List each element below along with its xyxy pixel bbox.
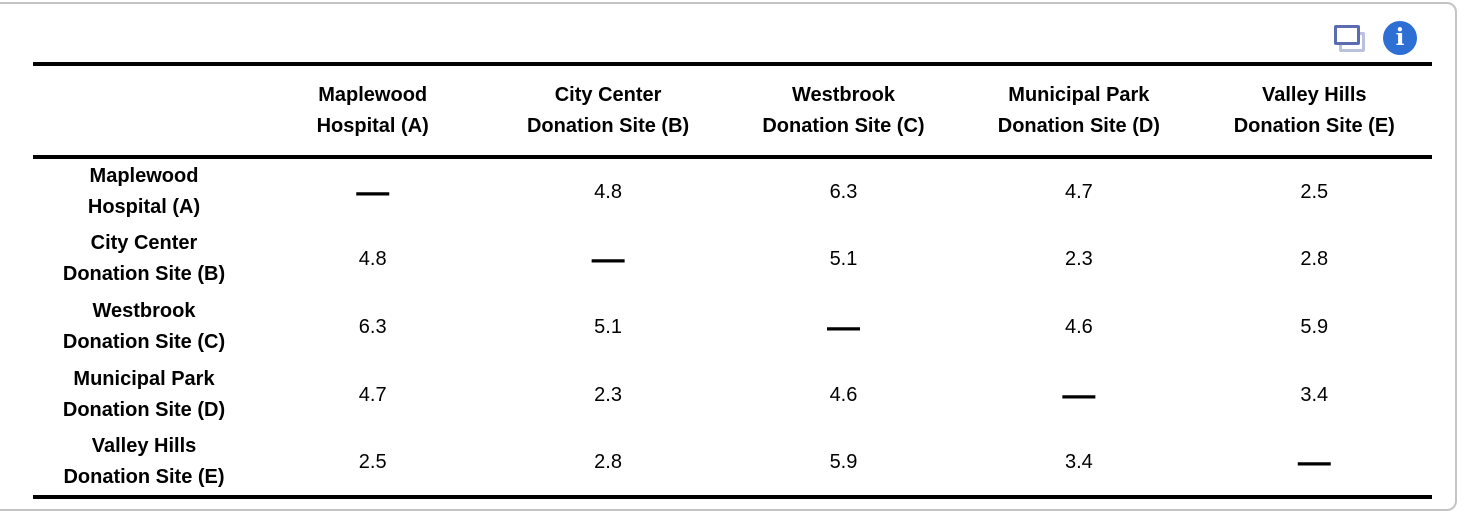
column-header: Maplewood Hospital (A) bbox=[316, 83, 429, 137]
distance-cell: 2.8 bbox=[1300, 247, 1329, 270]
distance-cell: 6.3 bbox=[829, 180, 858, 203]
header-row: Maplewood Hospital (A) City Center Donation… bbox=[33, 64, 1432, 157]
diagonal-dash-cell: — bbox=[1062, 376, 1096, 413]
distance-cell: 6.3 bbox=[358, 315, 387, 338]
distance-matrix-table: Maplewood Hospital (A) City Center Donation… bbox=[33, 62, 1432, 499]
diagonal-dash-cell: — bbox=[356, 173, 390, 210]
column-header: Westbrook Donation Site (C) bbox=[762, 83, 925, 137]
distance-cell: 5.9 bbox=[1300, 315, 1329, 338]
distance-cell: 2.5 bbox=[1300, 180, 1329, 203]
duplicate-icon-front bbox=[1334, 25, 1360, 45]
table-body: Maplewood Hospital (A) — 4.8 6.3 4.7 2.5 City C… bbox=[33, 157, 1432, 497]
diagonal-dash-cell: — bbox=[826, 308, 860, 345]
column-header: Municipal Park Donation Site (D) bbox=[997, 83, 1160, 137]
column-header: Valley Hills Donation Site (E) bbox=[1233, 83, 1395, 137]
distance-cell: 4.8 bbox=[594, 180, 622, 203]
row-header: Valley Hills Donation Site (E) bbox=[63, 435, 225, 488]
distance-cell: 2.3 bbox=[1064, 247, 1093, 270]
row-header: City Center Donation Site (B) bbox=[62, 232, 226, 285]
table-row: Valley Hills Donation Site (E) 2.5 2.8 5.9 3.… bbox=[33, 429, 1432, 497]
diagonal-dash-cell: — bbox=[1297, 443, 1331, 480]
table-row: Westbrook Donation Site (C) 6.3 5.1 — 4.6 5.9 bbox=[33, 293, 1432, 361]
column-header: City Center Donation Site (B) bbox=[526, 83, 690, 137]
distance-cell: 4.7 bbox=[1064, 180, 1093, 203]
info-icon[interactable]: i bbox=[1383, 21, 1417, 55]
distance-cell: 3.4 bbox=[1300, 383, 1329, 406]
distance-cell: 5.9 bbox=[829, 450, 858, 473]
row-header: Westbrook Donation Site (C) bbox=[62, 300, 226, 353]
distance-cell: 4.8 bbox=[358, 247, 387, 270]
info-icon-glyph: i bbox=[1395, 23, 1405, 51]
distance-cell: 4.6 bbox=[829, 383, 858, 406]
table-row: Municipal Park Donation Site (D) 4.7 2.3 4.6… bbox=[33, 361, 1432, 429]
row-header: Maplewood Hospital (A) bbox=[87, 165, 201, 218]
distance-cell: 2.3 bbox=[594, 383, 622, 406]
duplicate-icon[interactable] bbox=[1333, 23, 1366, 53]
table-row: Maplewood Hospital (A) — 4.8 6.3 4.7 2.5 bbox=[33, 157, 1432, 225]
info-icon-circle: i bbox=[1383, 21, 1417, 55]
table-row: City Center Donation Site (B) 4.8 — 5.1 2.3 2.… bbox=[33, 225, 1432, 293]
distance-cell: 4.7 bbox=[358, 383, 387, 406]
distance-cell: 2.8 bbox=[594, 450, 622, 473]
distance-cell: 2.5 bbox=[358, 450, 387, 473]
distance-cell: 5.1 bbox=[594, 315, 622, 338]
toolbar: i bbox=[0, 18, 1457, 58]
diagonal-dash-cell: — bbox=[591, 240, 625, 277]
corner-cell bbox=[33, 64, 255, 157]
distance-cell: 5.1 bbox=[829, 247, 858, 270]
table-card bbox=[0, 2, 1457, 511]
distance-cell: 3.4 bbox=[1064, 450, 1093, 473]
row-header: Municipal Park Donation Site (D) bbox=[62, 368, 226, 421]
distance-cell: 4.6 bbox=[1064, 315, 1093, 338]
